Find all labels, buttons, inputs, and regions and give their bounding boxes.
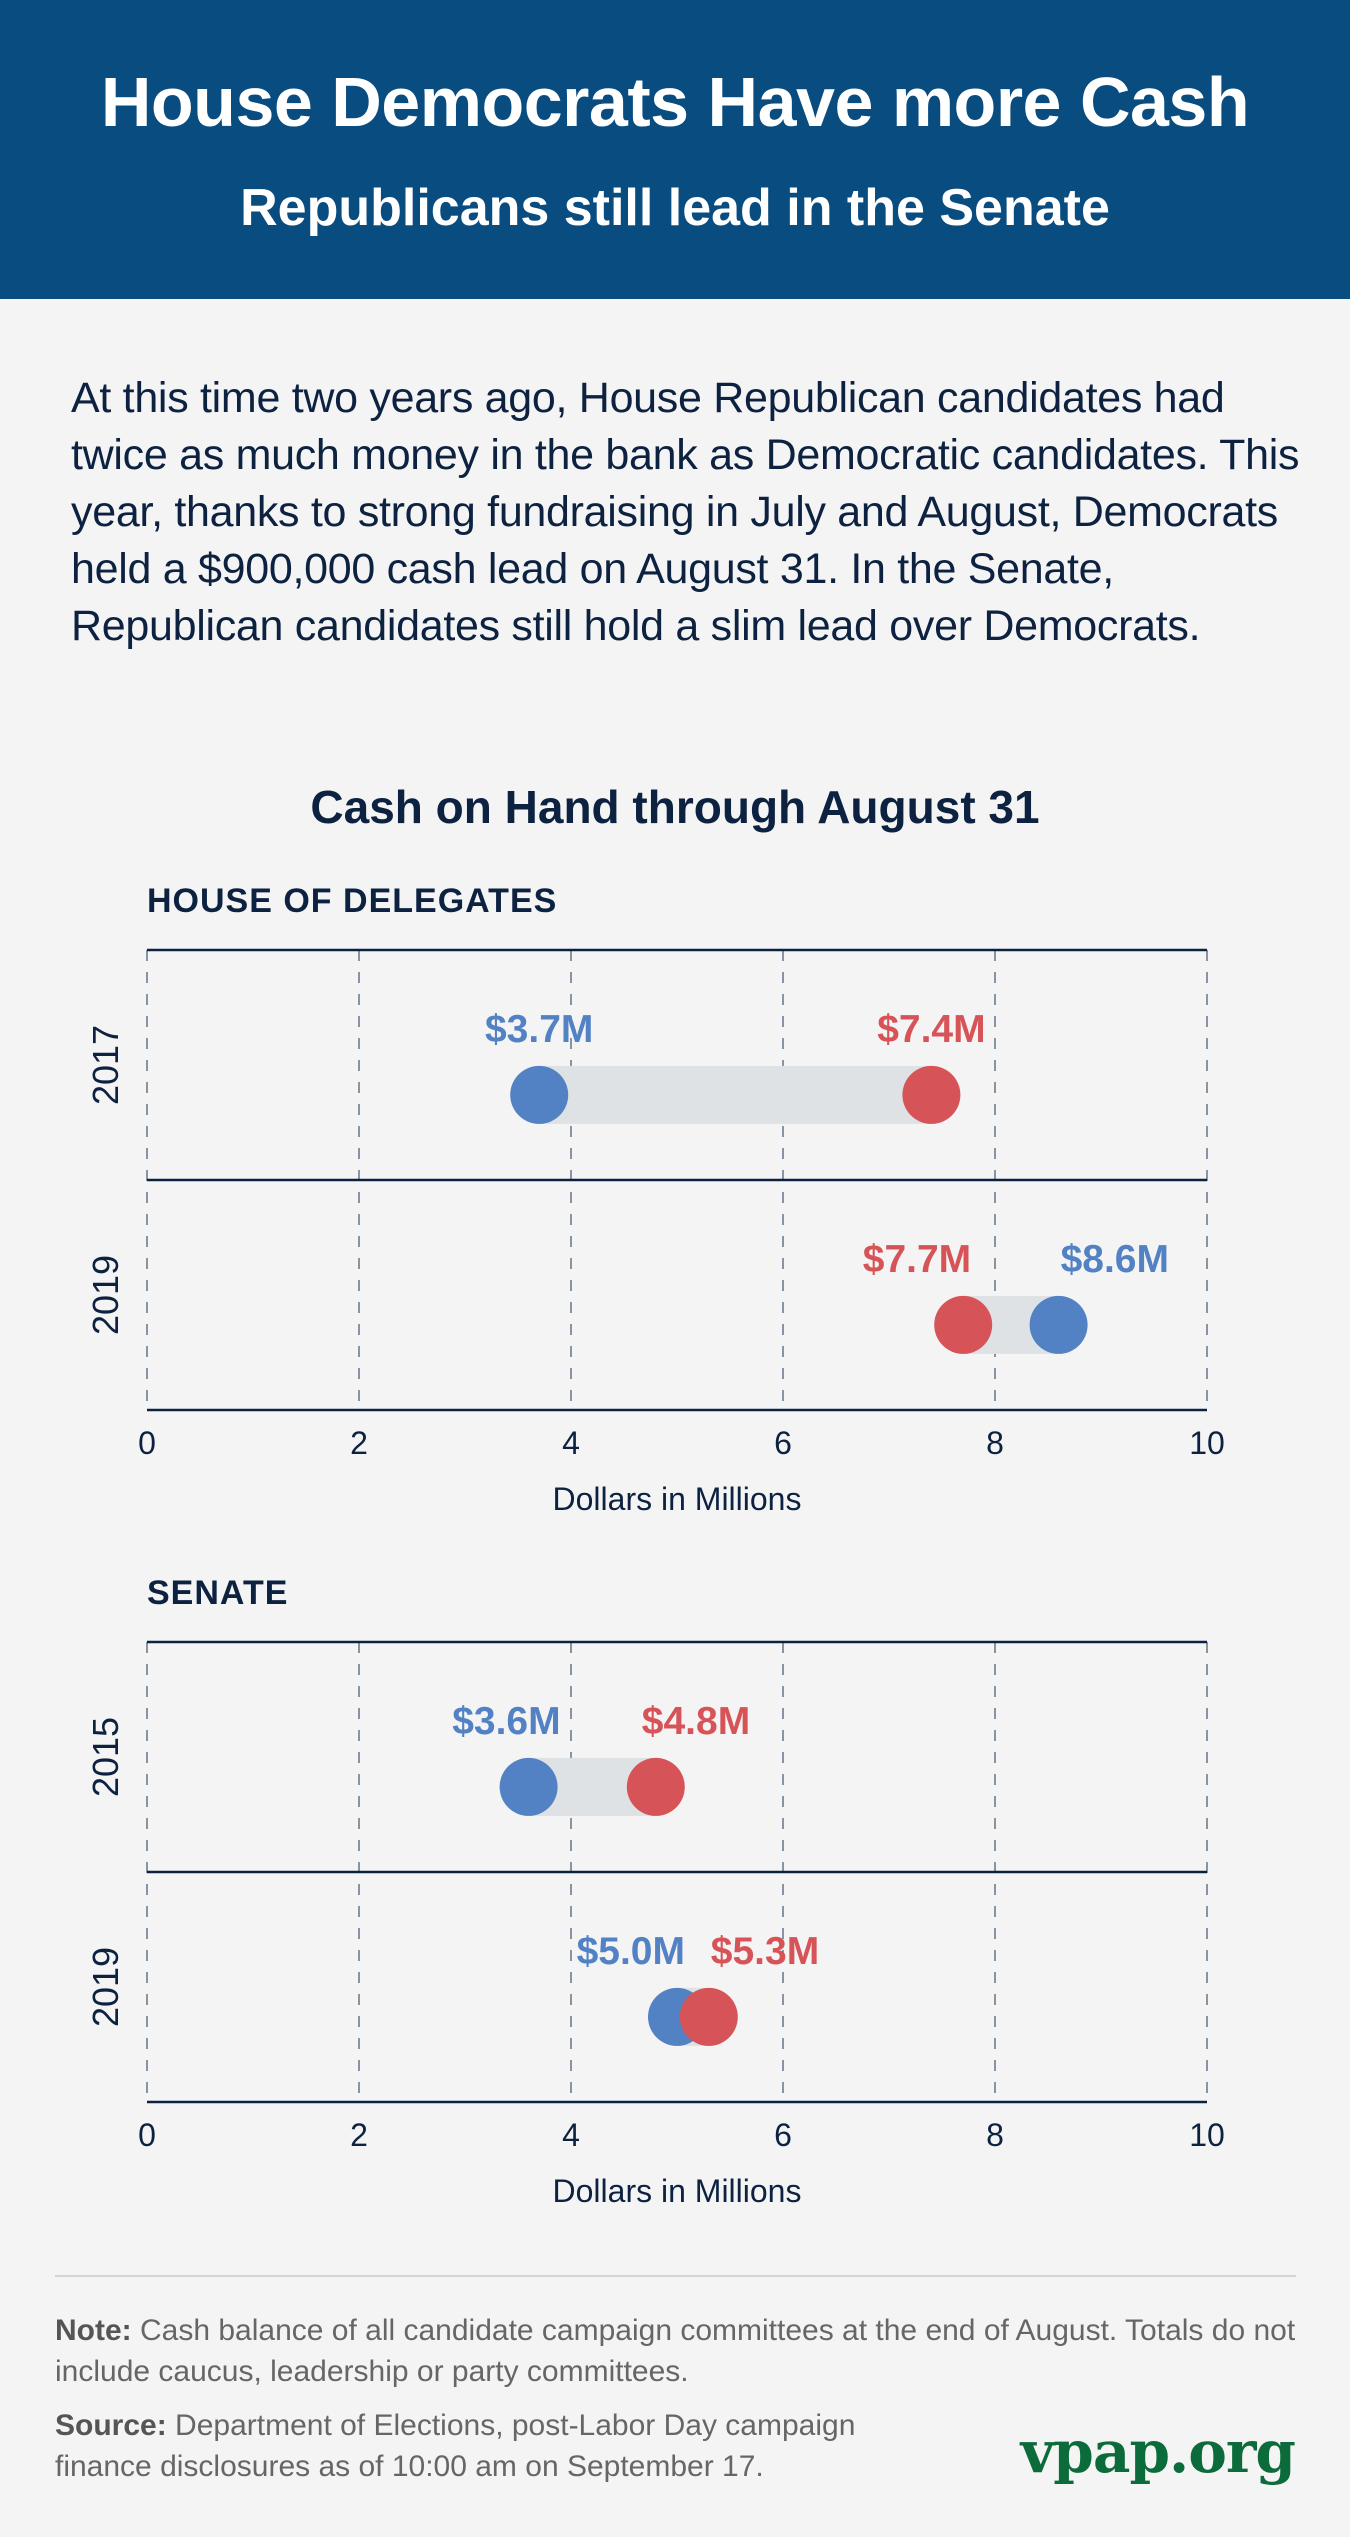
- x-tick-label: 8: [986, 1425, 1004, 1461]
- rep-value-label: $4.8M: [642, 1700, 750, 1743]
- senate-chart: 2015 $3.6M $4.8M 2019 $5.0M $5.3M 0 2 4 6 8 10 Dolla…: [85, 1640, 1225, 2209]
- x-tick-label: 0: [138, 1425, 156, 1461]
- source-label: Source:: [55, 2409, 167, 2442]
- chart-title: Cash on Hand through August 31: [310, 781, 1040, 833]
- source-text: Department of Elections, post-Labor Day …: [55, 2409, 856, 2483]
- x-tick-label: 2: [350, 1425, 368, 1461]
- x-tick-label: 10: [1189, 2117, 1225, 2153]
- rep-dot: [626, 1757, 685, 1816]
- intro-paragraph: At this time two years ago, House Republ…: [71, 374, 1300, 650]
- x-tick-label: 0: [138, 2117, 156, 2153]
- rep-value-label: $7.7M: [863, 1238, 971, 1281]
- panel-label-house: HOUSE OF DELEGATES: [147, 882, 558, 920]
- note-label: Note:: [55, 2314, 132, 2347]
- connector-bar: [539, 1065, 932, 1124]
- footer-note: Note: Cash balance of all candidate camp…: [55, 2310, 1305, 2392]
- row-year-label: 2019: [85, 1947, 126, 2027]
- panel-label-senate: SENATE: [147, 1574, 289, 1612]
- dem-value-label: $8.6M: [1061, 1238, 1169, 1281]
- x-tick-label: 2: [350, 2117, 368, 2153]
- rep-dot: [679, 1987, 738, 2046]
- x-tick-label: 4: [562, 2117, 580, 2153]
- x-tick-label: 10: [1189, 1425, 1225, 1461]
- x-tick-label: 4: [562, 1425, 580, 1461]
- vpap-logo[interactable]: vpap.org: [1020, 2418, 1296, 2486]
- dem-dot: [1029, 1295, 1088, 1354]
- row-year-label: 2017: [85, 1025, 126, 1105]
- rep-value-label: $7.4M: [877, 1008, 985, 1051]
- header-banner: House Democrats Have more Cash Republica…: [0, 0, 1350, 299]
- row-year-label: 2019: [85, 1255, 126, 1335]
- row-year-label: 2015: [85, 1717, 126, 1797]
- x-tick-label: 6: [774, 2117, 792, 2153]
- x-tick-label: 6: [774, 1425, 792, 1461]
- page-title: House Democrats Have more Cash: [100, 63, 1250, 141]
- footer-divider: [55, 2275, 1296, 2277]
- rep-dot: [902, 1065, 961, 1124]
- x-axis-label: Dollars in Millions: [553, 2173, 802, 2209]
- dem-dot: [499, 1757, 558, 1816]
- note-text: Cash balance of all candidate campaign c…: [55, 2314, 1296, 2388]
- dem-value-label: $3.7M: [485, 1008, 593, 1051]
- dem-value-label: $5.0M: [577, 1930, 685, 1973]
- x-axis-label: Dollars in Millions: [553, 1481, 802, 1517]
- x-tick-label: 8: [986, 2117, 1004, 2153]
- house-chart: 2017 $3.7M $7.4M 2019 $7.7M $8.6M 0 2 4 6 8 10 Dolla…: [85, 948, 1225, 1517]
- page-subtitle: Republicans still lead in the Senate: [240, 179, 1110, 237]
- footer-source: Source: Department of Elections, post-La…: [55, 2405, 955, 2487]
- dem-dot: [510, 1065, 569, 1124]
- rep-value-label: $5.3M: [711, 1930, 819, 1973]
- dem-value-label: $3.6M: [452, 1700, 560, 1743]
- rep-dot: [934, 1295, 993, 1354]
